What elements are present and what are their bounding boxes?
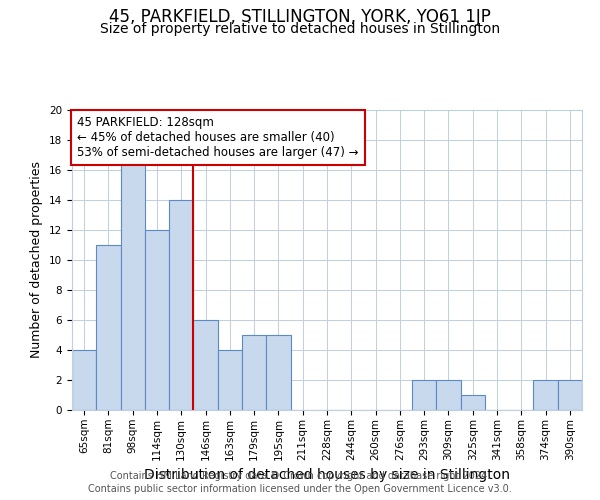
Bar bbox=[461, 395, 485, 410]
Y-axis label: Number of detached properties: Number of detached properties bbox=[31, 162, 43, 358]
Bar bbox=[412, 380, 436, 410]
Text: Contains public sector information licensed under the Open Government Licence v3: Contains public sector information licen… bbox=[88, 484, 512, 494]
Text: Size of property relative to detached houses in Stillington: Size of property relative to detached ho… bbox=[100, 22, 500, 36]
Bar bbox=[533, 380, 558, 410]
Bar bbox=[121, 155, 145, 410]
X-axis label: Distribution of detached houses by size in Stillington: Distribution of detached houses by size … bbox=[144, 468, 510, 482]
Bar bbox=[558, 380, 582, 410]
Bar bbox=[436, 380, 461, 410]
Bar bbox=[169, 200, 193, 410]
Bar bbox=[72, 350, 96, 410]
Text: 45 PARKFIELD: 128sqm
← 45% of detached houses are smaller (40)
53% of semi-detac: 45 PARKFIELD: 128sqm ← 45% of detached h… bbox=[77, 116, 359, 159]
Bar bbox=[242, 335, 266, 410]
Bar bbox=[266, 335, 290, 410]
Bar bbox=[218, 350, 242, 410]
Bar bbox=[193, 320, 218, 410]
Bar bbox=[145, 230, 169, 410]
Bar bbox=[96, 245, 121, 410]
Text: 45, PARKFIELD, STILLINGTON, YORK, YO61 1JP: 45, PARKFIELD, STILLINGTON, YORK, YO61 1… bbox=[109, 8, 491, 26]
Text: Contains HM Land Registry data © Crown copyright and database right 2024.: Contains HM Land Registry data © Crown c… bbox=[110, 471, 490, 481]
